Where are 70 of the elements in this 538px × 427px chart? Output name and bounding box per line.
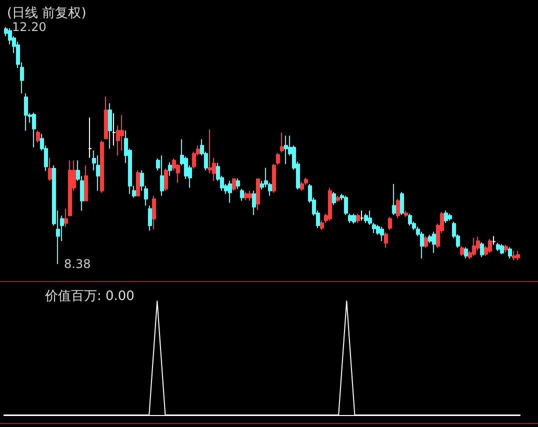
candlestick [108, 102, 112, 150]
candlestick [512, 250, 516, 261]
candlestick [464, 246, 468, 259]
candlestick [396, 198, 400, 219]
candlestick [344, 195, 348, 216]
candlestick [84, 164, 88, 202]
candlestick [332, 192, 336, 206]
candlestick [356, 213, 360, 224]
candlestick [388, 216, 392, 230]
candlestick [252, 190, 256, 216]
candlestick [148, 205, 152, 231]
candlestick [516, 250, 520, 261]
candlestick [88, 117, 92, 158]
candlestick [256, 178, 260, 211]
candlestick [228, 180, 232, 204]
candlestick [500, 244, 504, 255]
annotation: 12.20 [12, 20, 46, 34]
candlestick [404, 210, 408, 218]
candlestick [32, 112, 36, 148]
candlestick [276, 152, 280, 166]
candlestick [164, 168, 168, 192]
candlestick [248, 190, 252, 202]
candlestick [24, 92, 28, 132]
candlestick [408, 213, 412, 226]
candlestick [96, 154, 100, 192]
candlestick [448, 213, 452, 222]
candlestick [444, 210, 448, 224]
candlestick [360, 210, 364, 222]
candlestick [112, 112, 116, 146]
candlestick [352, 213, 356, 224]
candlestick [100, 140, 104, 194]
candlestick [496, 242, 500, 252]
candlestick [424, 236, 428, 248]
candlestick [400, 192, 404, 216]
candlestick [460, 246, 464, 256]
candlestick [420, 231, 424, 259]
candlestick [272, 164, 276, 194]
candlestick [36, 130, 40, 143]
candlestick [300, 180, 304, 192]
candlestick [508, 246, 512, 259]
candlestick [136, 170, 140, 196]
candlestick [328, 187, 332, 222]
candlestick [336, 195, 340, 202]
candlestick [284, 135, 288, 165]
candlestick [504, 244, 508, 253]
chart-title: 价值百万: 0.00 [44, 289, 134, 304]
candlestick [104, 96, 108, 140]
candlestick [244, 192, 248, 201]
candlestick [48, 157, 52, 182]
candlestick [240, 188, 244, 202]
candlestick [160, 154, 164, 196]
candlestick [68, 160, 72, 216]
candlestick [364, 213, 368, 224]
chart-title: (日线 前复权) [7, 6, 86, 21]
candlestick [492, 236, 496, 246]
candlestick [384, 232, 388, 248]
candlestick [392, 183, 396, 216]
candlestick [472, 237, 476, 256]
annotation: 8.38 [64, 257, 91, 271]
candlestick [280, 132, 284, 153]
candlestick [168, 162, 172, 176]
candlestick [432, 231, 436, 254]
candlestick [488, 238, 492, 254]
candlestick [152, 195, 156, 230]
candlestick [480, 242, 484, 258]
candlestick [380, 226, 384, 242]
candlestick [236, 178, 240, 190]
candlestick [232, 178, 236, 192]
candlestick [348, 213, 352, 224]
candlestick [64, 208, 68, 228]
